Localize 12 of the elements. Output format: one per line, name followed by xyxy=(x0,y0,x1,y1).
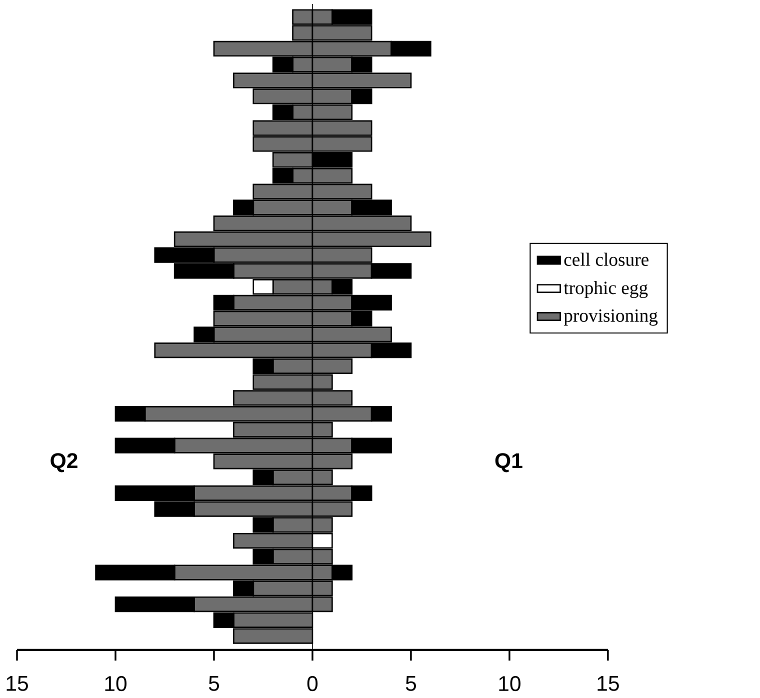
x-tick-label: 10 xyxy=(105,676,127,692)
x-tick-label: 5 xyxy=(406,676,416,691)
legend-label: provisioning xyxy=(564,309,658,326)
annotation: Q1 xyxy=(495,453,522,472)
x-tick-label: 15 xyxy=(598,676,619,691)
x-tick-label: 0 xyxy=(307,676,318,692)
x-tick-label: 15 xyxy=(6,676,28,691)
legend-label: trophic egg xyxy=(564,281,648,298)
annotation: Q2 xyxy=(50,453,78,472)
x-tick-label: 5 xyxy=(208,676,220,691)
x-tick-label: 10 xyxy=(499,676,520,692)
legend-label: cell closure xyxy=(564,252,648,266)
